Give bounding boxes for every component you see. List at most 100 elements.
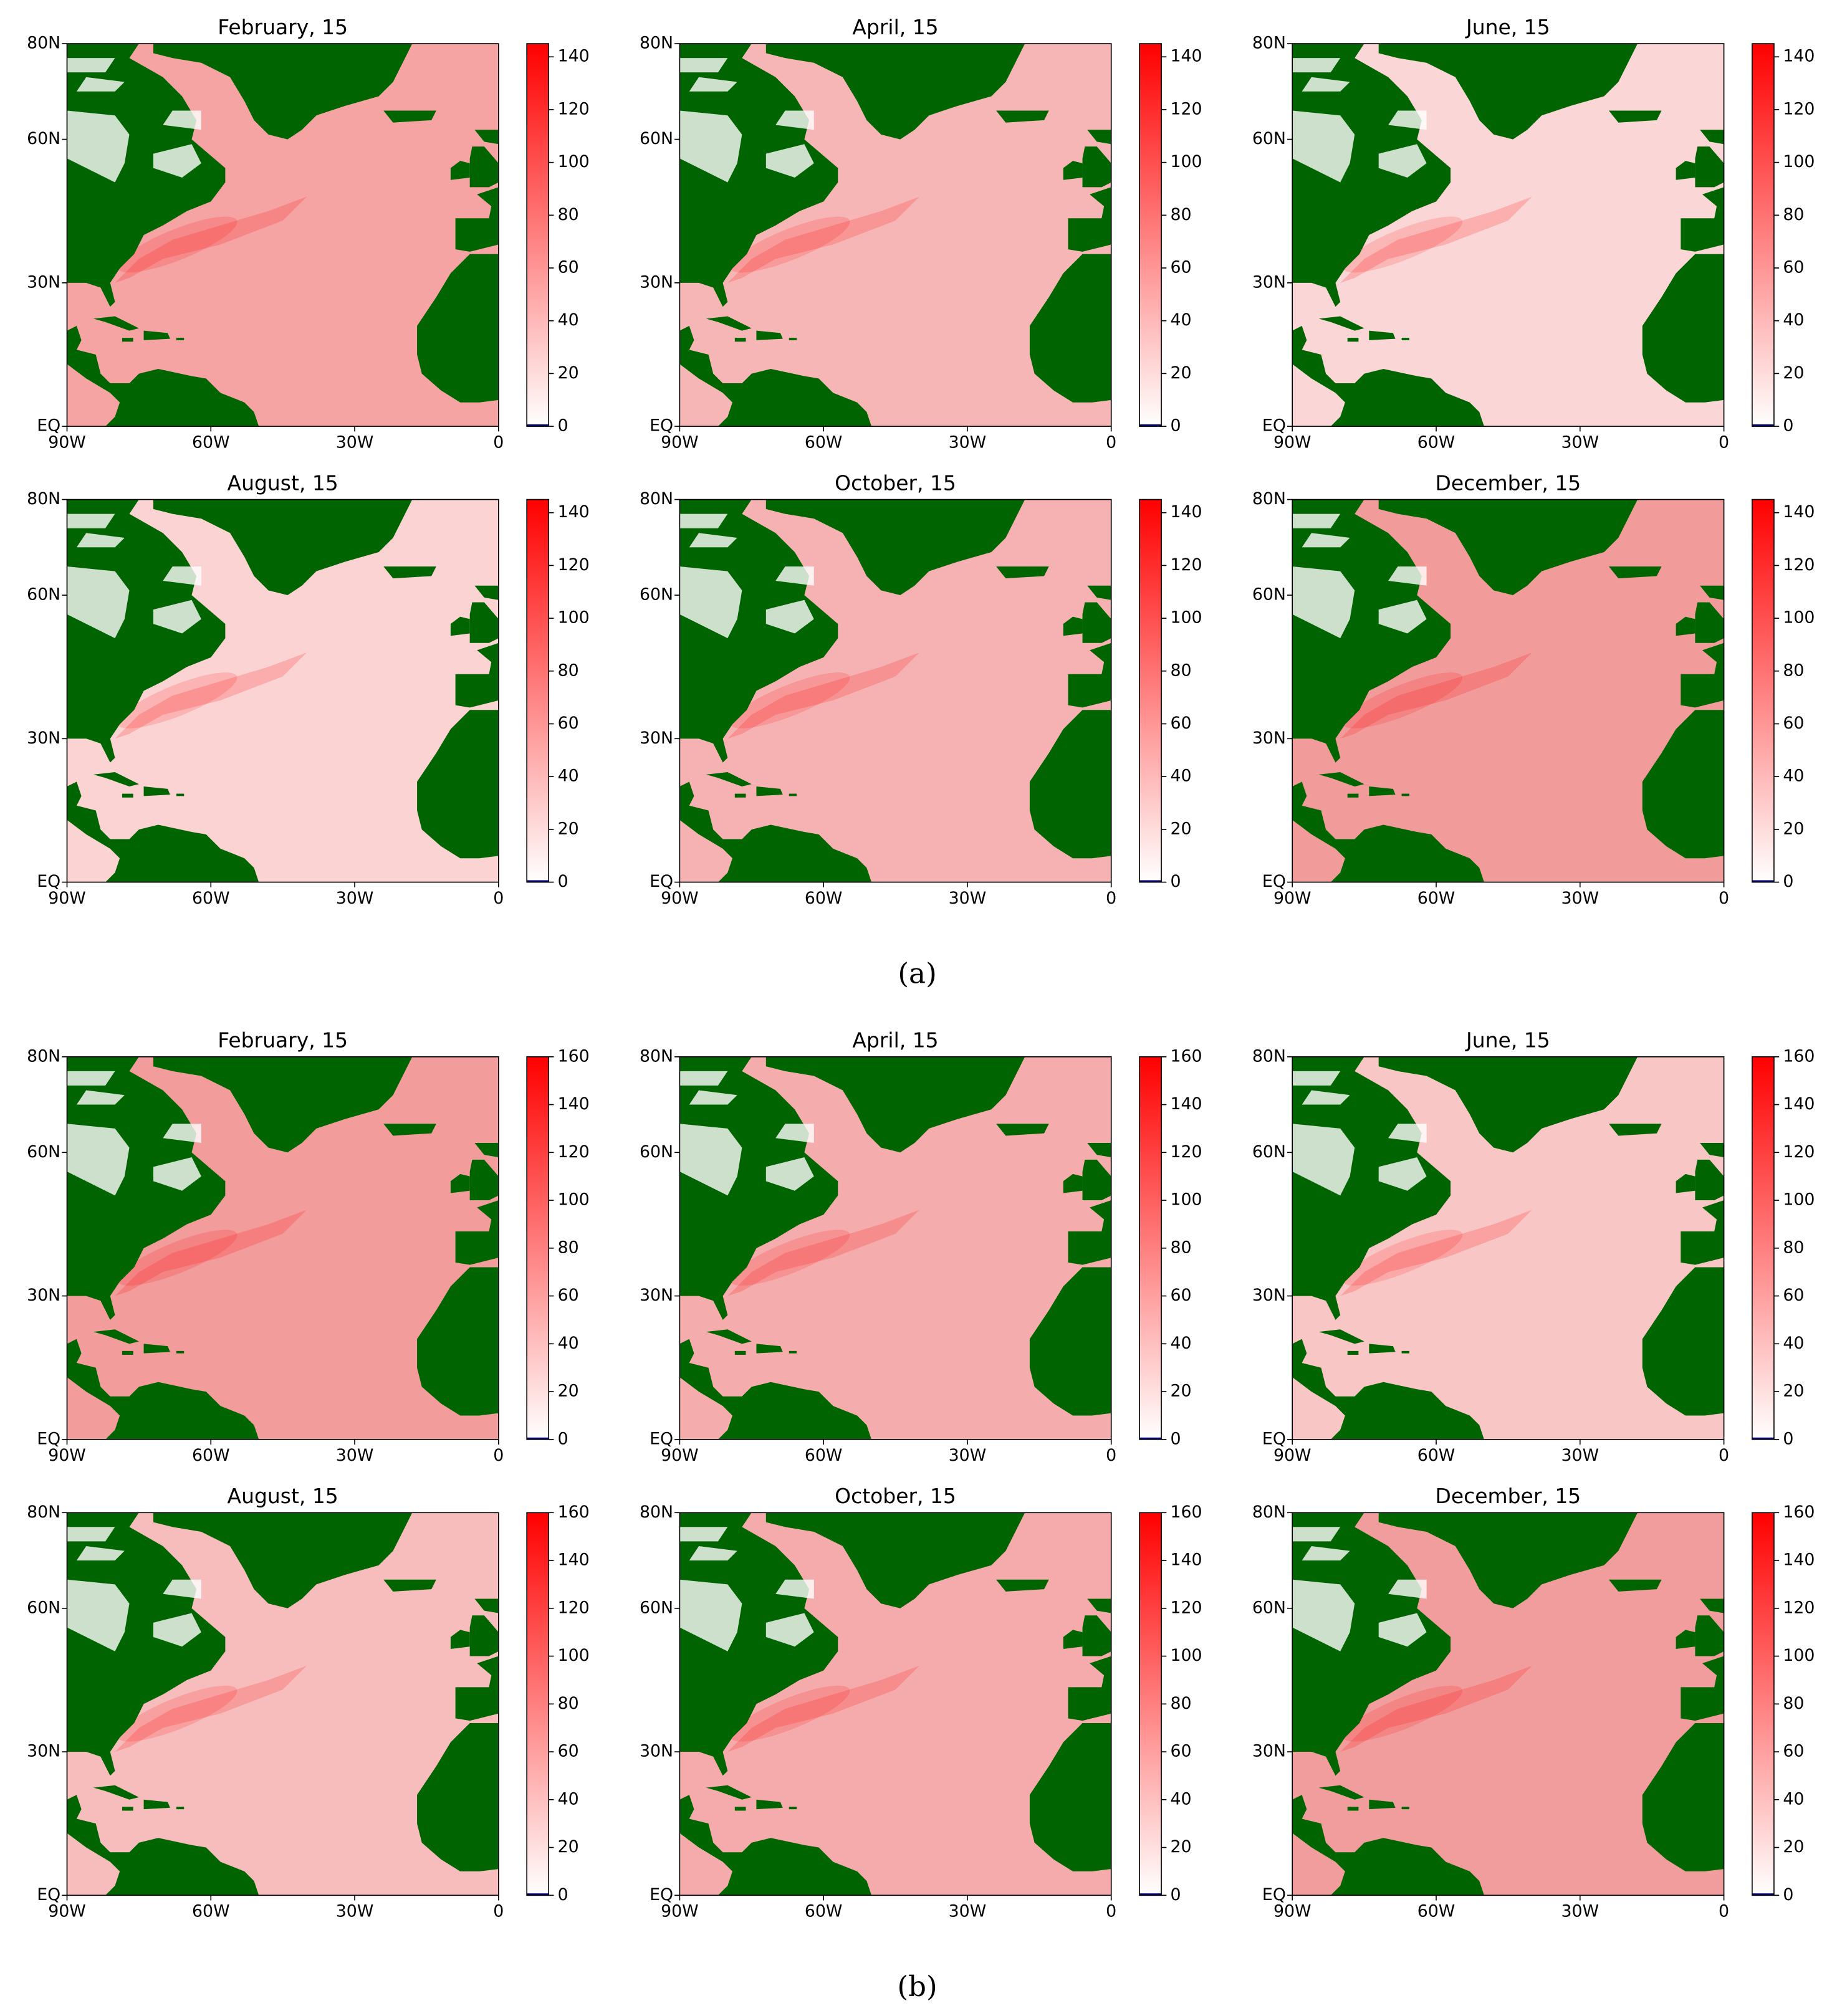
- land: [474, 1142, 499, 1157]
- colorbar-tick-label: 40: [558, 767, 579, 786]
- heatmap: [679, 1512, 1111, 1896]
- inland-water: [153, 144, 201, 178]
- land: [1347, 793, 1359, 798]
- land: [679, 1795, 872, 1896]
- x-tick-label: 30W: [1561, 1902, 1599, 1921]
- land: [153, 499, 413, 596]
- inland-water: [765, 1613, 814, 1647]
- colorbar-under: [1752, 1893, 1774, 1896]
- colorbar-tick-label: 60: [558, 1286, 579, 1305]
- land: [417, 710, 499, 859]
- current: [1340, 1210, 1532, 1296]
- colorbar-tick-label: 40: [558, 1789, 579, 1808]
- land: [996, 1124, 1049, 1136]
- colorbar-tick-label: 120: [1170, 555, 1202, 575]
- land: [765, 1512, 1025, 1608]
- current: [117, 1685, 237, 1742]
- inland-water: [1378, 1613, 1427, 1647]
- panel: February, 15 90W 60W 30W 0 EQ 30N 60N 80N 0 20 40 60…: [27, 1028, 590, 1466]
- x-tick-label: 90W: [1273, 1446, 1312, 1465]
- inland-water: [689, 1546, 737, 1561]
- caption: (a): [898, 957, 936, 990]
- colorbar-tick-label: 160: [1783, 1502, 1815, 1522]
- colorbar: [1752, 1056, 1774, 1440]
- y-tick-label: 60N: [27, 129, 60, 148]
- colorbar-tick-label: 160: [1783, 1046, 1815, 1066]
- map-frame: [679, 499, 1112, 883]
- colorbar-tick-label: 120: [1783, 555, 1815, 575]
- colorbar-tick-label: 100: [558, 608, 590, 628]
- x-tick-label: 90W: [48, 889, 86, 908]
- x-tick-label: 90W: [48, 1446, 86, 1465]
- colorbar-tick-label: 140: [1783, 502, 1815, 522]
- land: [67, 44, 226, 307]
- x-tick-label: 0: [1106, 1446, 1116, 1465]
- colorbar-tick-label: 0: [1170, 1885, 1181, 1904]
- land: [706, 1785, 752, 1800]
- y-tick-label: 30N: [640, 1286, 673, 1305]
- map-frame: [66, 1056, 499, 1440]
- x-tick-label: 60W: [192, 432, 230, 452]
- land: [1318, 772, 1364, 787]
- colorbar-tick-label: 0: [558, 1885, 568, 1904]
- panel: June, 15 90W 60W 30W 0 EQ 30N 60N 80N 0 20 40 60 80 10…: [1252, 1028, 1815, 1466]
- y-tick-label: EQ: [37, 872, 60, 891]
- land: [1068, 643, 1111, 708]
- colorbar-tick-label: 0: [1783, 872, 1793, 891]
- land: [67, 499, 226, 763]
- colorbar-tick-label: 140: [558, 502, 590, 522]
- land: [1700, 1598, 1724, 1613]
- land: [679, 781, 872, 882]
- colorbar-tick-label: 20: [558, 363, 579, 383]
- panel: December, 15 90W 60W 30W 0 EQ 30N 60N 80N 0 20 40 60…: [1252, 471, 1815, 908]
- land: [756, 1344, 783, 1354]
- land: [1068, 1656, 1111, 1721]
- colorbar-tick-label: 140: [1170, 502, 1202, 522]
- x-tick-label: 90W: [48, 432, 86, 452]
- land: [455, 1200, 499, 1265]
- colorbar-tick-label: 120: [558, 1598, 590, 1617]
- land: [734, 338, 746, 342]
- land: [1087, 1142, 1111, 1157]
- current: [117, 1230, 237, 1286]
- panel: April, 15 90W 60W 30W 0 EQ 30N 60N 80N 0 20 40 60 80 1…: [640, 15, 1202, 452]
- y-tick-label: 30N: [27, 272, 60, 292]
- inland-water: [1292, 1071, 1341, 1086]
- colorbar-tick-label: 40: [1783, 767, 1804, 786]
- colorbar-tick-label: 0: [1170, 1429, 1181, 1448]
- land: [996, 110, 1049, 123]
- inland-water: [765, 600, 814, 634]
- x-tick-label: 30W: [949, 889, 987, 908]
- inland-water: [76, 1546, 125, 1561]
- y-tick-label: 30N: [640, 1742, 673, 1761]
- inland-water: [67, 1071, 115, 1086]
- colorbar-under: [527, 424, 549, 427]
- map-frame: [679, 1512, 1112, 1896]
- colorbar-tick-label: 80: [558, 661, 579, 680]
- land: [1082, 1159, 1111, 1201]
- panel: August, 15 90W 60W 30W 0 EQ 30N 60N 80N 0 20 40 60 80…: [27, 471, 590, 908]
- land: [1292, 1512, 1451, 1776]
- land: [1676, 616, 1695, 636]
- land: [789, 338, 797, 340]
- x-tick-label: 90W: [661, 889, 699, 908]
- land: [1681, 1656, 1724, 1721]
- inland-water: [1302, 1546, 1350, 1561]
- colorbar-tick-label: 20: [1783, 1837, 1804, 1856]
- y-tick-label: 30N: [1252, 1742, 1286, 1761]
- land: [1082, 1615, 1111, 1656]
- x-tick-label: 30W: [336, 889, 374, 908]
- land: [1029, 1722, 1111, 1871]
- land: [1369, 1344, 1396, 1354]
- colorbar-tick-label: 60: [1170, 1286, 1191, 1305]
- inland-water: [775, 110, 814, 130]
- heatmap: [67, 44, 499, 427]
- land: [176, 793, 185, 796]
- colorbar-tick-label: 160: [558, 1502, 590, 1522]
- x-tick-label: 30W: [336, 1902, 374, 1921]
- land: [122, 793, 133, 798]
- colorbar-tick-label: 100: [1170, 608, 1202, 628]
- x-tick-label: 0: [1719, 889, 1729, 908]
- inland-water: [67, 110, 130, 183]
- current: [1343, 1685, 1463, 1742]
